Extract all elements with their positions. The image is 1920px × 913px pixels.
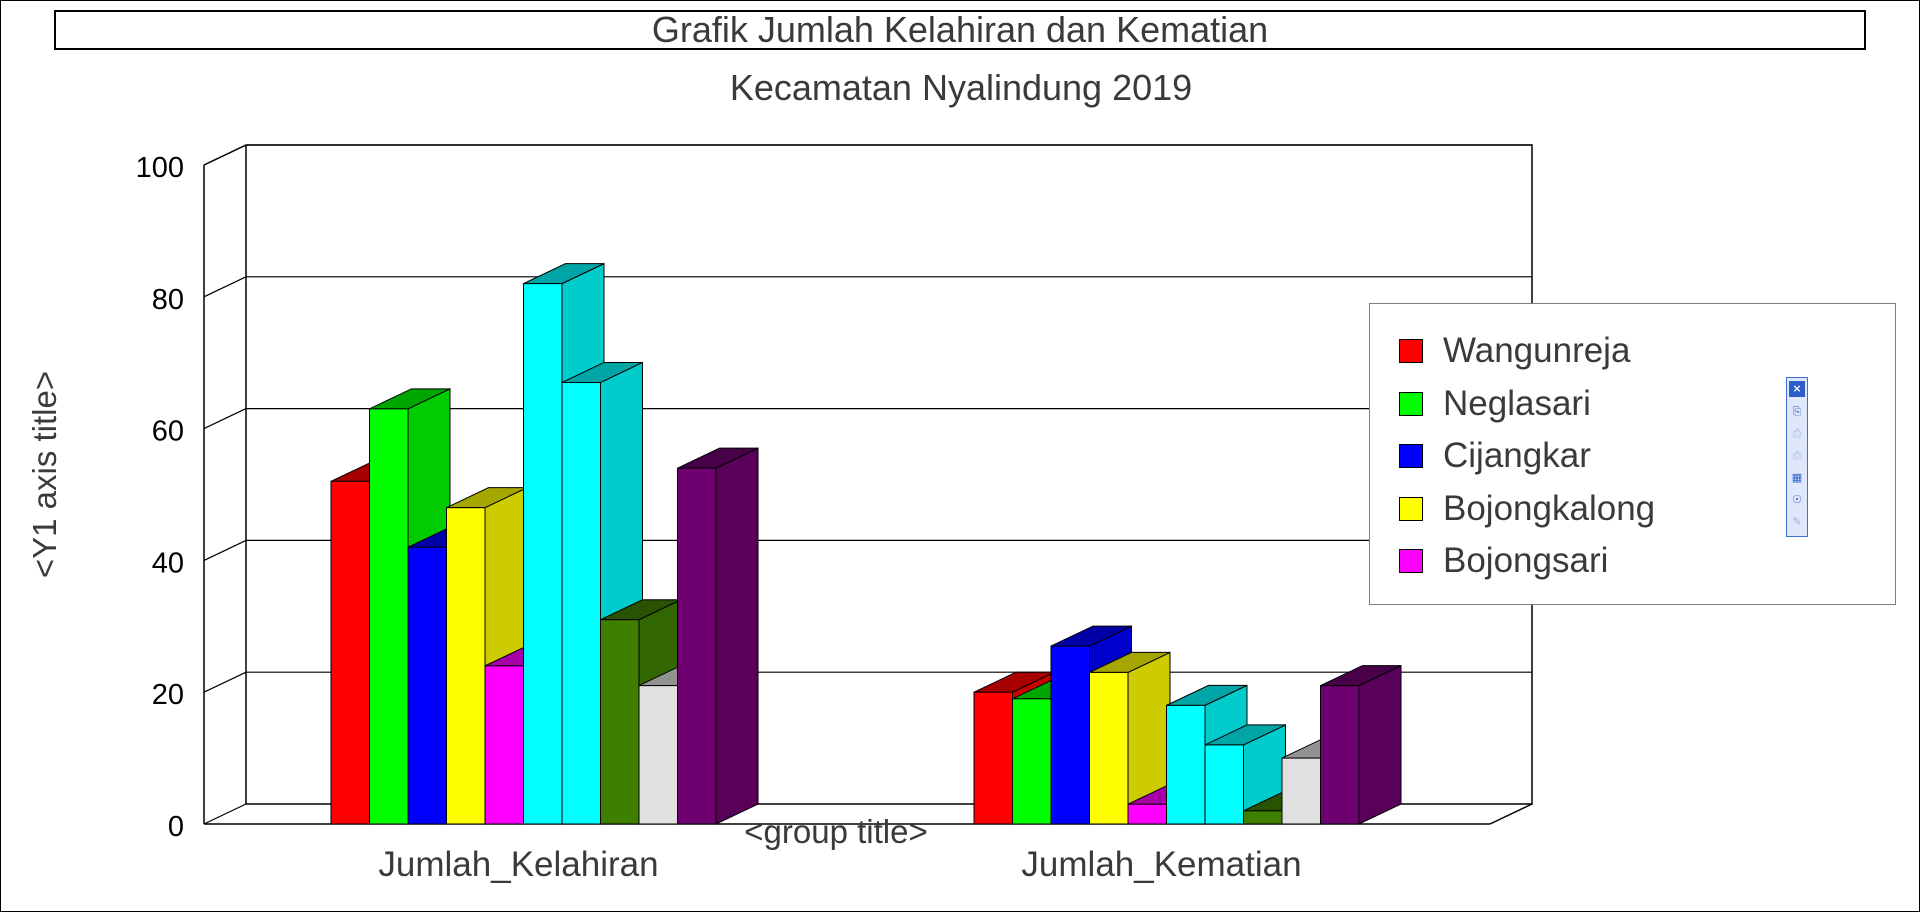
y-tick-label: 40: [152, 547, 184, 579]
legend-swatch: [1399, 496, 1423, 521]
legend-swatch: [1399, 549, 1423, 573]
bar: [484, 665, 524, 825]
legend-item: Bojongsari: [1399, 541, 1608, 581]
y-tick-label: 20: [152, 679, 184, 711]
bar: [561, 381, 601, 825]
close-toolbar-button[interactable]: ×: [1789, 381, 1805, 397]
bar: [1204, 744, 1244, 825]
legend-item: Wangunreja: [1399, 331, 1630, 371]
bar: [407, 546, 447, 825]
bar: [446, 507, 486, 825]
bar: [523, 283, 563, 825]
bar: [677, 467, 717, 825]
bar: [1127, 803, 1167, 825]
bar: [1050, 645, 1090, 825]
chart-title: Grafik Jumlah Kelahiran dan Kematian: [54, 10, 1866, 50]
legend-item: Bojongkalong: [1399, 489, 1655, 529]
print-preview-icon[interactable]: ⎙: [1792, 449, 1802, 462]
gridline-depth: [203, 276, 247, 298]
y-tick-label: 60: [152, 416, 184, 448]
legend-item: Neglasari: [1399, 384, 1591, 424]
bar: [369, 408, 409, 825]
bar: [1243, 810, 1283, 825]
print-icon[interactable]: ⎙: [1792, 427, 1802, 440]
bar: [1166, 704, 1206, 825]
legend-swatch: [1399, 339, 1423, 363]
y-tick-label: 80: [152, 284, 184, 316]
chart-subtitle: Kecamatan Nyalindung 2019: [729, 67, 1193, 108]
legend-label: Wangunreja: [1443, 331, 1631, 370]
bar: [1089, 671, 1129, 825]
bar: [1281, 757, 1321, 825]
bar: [330, 480, 370, 825]
bar: [1320, 685, 1360, 825]
gridline-depth: [203, 408, 247, 430]
legend-label: Bojongsari: [1443, 541, 1609, 580]
gridline-depth: [203, 144, 247, 166]
bar-side: [715, 447, 759, 825]
x-axis-title: <group title>: [744, 813, 927, 850]
gridline-depth: [203, 539, 247, 561]
legend-swatch: [1399, 391, 1423, 416]
bar: [600, 619, 640, 825]
export-icon[interactable]: ▦: [1791, 471, 1803, 484]
bar: [973, 691, 1013, 825]
bar: [638, 685, 678, 825]
copy-icon[interactable]: ⎘: [1792, 405, 1802, 418]
gridline-depth: [203, 671, 247, 693]
bar-side: [1358, 664, 1402, 825]
gridline-depth: [203, 803, 247, 825]
legend-label: Bojongkalong: [1443, 488, 1656, 528]
chart-legend: Wangunreja Neglasari Cijangkar Bojongkalong…: [1369, 303, 1896, 605]
legend-label: Cijangkar: [1443, 436, 1591, 475]
legend-label: Neglasari: [1443, 383, 1591, 423]
y-tick-label: 0: [168, 811, 184, 843]
bar: [1012, 698, 1052, 825]
x-tick-label: Jumlah_Kelahiran: [378, 845, 658, 884]
edit-icon[interactable]: ✎: [1792, 515, 1802, 528]
chart-toolbar: × ⎘ ⎙ ⎙ ▦ ☉ ✎: [1786, 377, 1808, 537]
legend-item: Cijangkar: [1399, 436, 1591, 476]
globe-icon[interactable]: ☉: [1792, 493, 1802, 506]
x-tick-label: Jumlah_Kematian: [1021, 845, 1301, 884]
y-axis-title: <Y1 axis title>: [26, 371, 63, 578]
legend-swatch: [1399, 444, 1423, 468]
floor-right-edge: [1489, 803, 1533, 825]
y-tick-label: 100: [136, 152, 184, 184]
